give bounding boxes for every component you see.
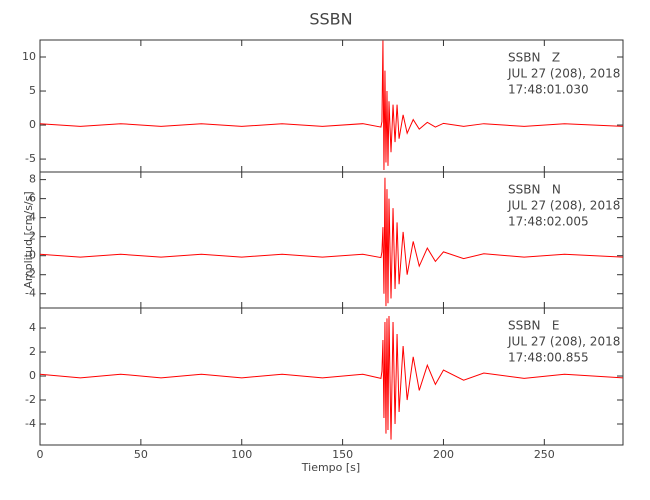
annotation: JUL 27 (208), 2018 bbox=[507, 199, 620, 213]
y-tick-label: 4 bbox=[29, 321, 36, 334]
y-tick-label: 5 bbox=[29, 84, 36, 97]
chart-title: SSBN bbox=[309, 10, 352, 29]
x-tick-label: 150 bbox=[332, 448, 353, 461]
y-tick-label: 4 bbox=[29, 211, 36, 224]
y-tick-label: -4 bbox=[25, 417, 36, 430]
x-tick-label: 0 bbox=[37, 448, 44, 461]
y-tick-label: 10 bbox=[22, 50, 36, 63]
annotation: JUL 27 (208), 2018 bbox=[507, 335, 620, 349]
annotation: 17:48:00.855 bbox=[508, 351, 589, 365]
annotation: SSBN N bbox=[508, 183, 561, 197]
annotation: JUL 27 (208), 2018 bbox=[507, 67, 620, 81]
y-tick-label: 0 bbox=[29, 369, 36, 382]
x-axis-label: Tiempo [s] bbox=[301, 461, 360, 474]
waveform bbox=[39, 177, 624, 307]
y-tick-label: -2 bbox=[25, 268, 36, 281]
y-tick-label: -2 bbox=[25, 393, 36, 406]
y-tick-label: 2 bbox=[29, 230, 36, 243]
y-tick-label: 0 bbox=[29, 249, 36, 262]
y-tick-label: -5 bbox=[25, 152, 36, 165]
y-tick-label: 2 bbox=[29, 345, 36, 358]
x-tick-label: 250 bbox=[534, 448, 555, 461]
y-tick-label: 6 bbox=[29, 192, 36, 205]
y-tick-label: -4 bbox=[25, 287, 36, 300]
annotation: 17:48:01.030 bbox=[508, 83, 589, 97]
y-tick-label: 0 bbox=[29, 118, 36, 131]
annotation: SSBN Z bbox=[508, 51, 560, 65]
y-axis-label: Amplitud [cm/s/s] bbox=[22, 191, 35, 288]
x-tick-label: 200 bbox=[433, 448, 454, 461]
waveform bbox=[39, 316, 624, 440]
y-tick-label: 8 bbox=[29, 173, 36, 186]
annotation: SSBN E bbox=[508, 319, 559, 333]
annotation: 17:48:02.005 bbox=[508, 215, 589, 229]
waveform bbox=[39, 40, 624, 170]
x-tick-label: 100 bbox=[231, 448, 252, 461]
x-tick-label: 50 bbox=[134, 448, 148, 461]
